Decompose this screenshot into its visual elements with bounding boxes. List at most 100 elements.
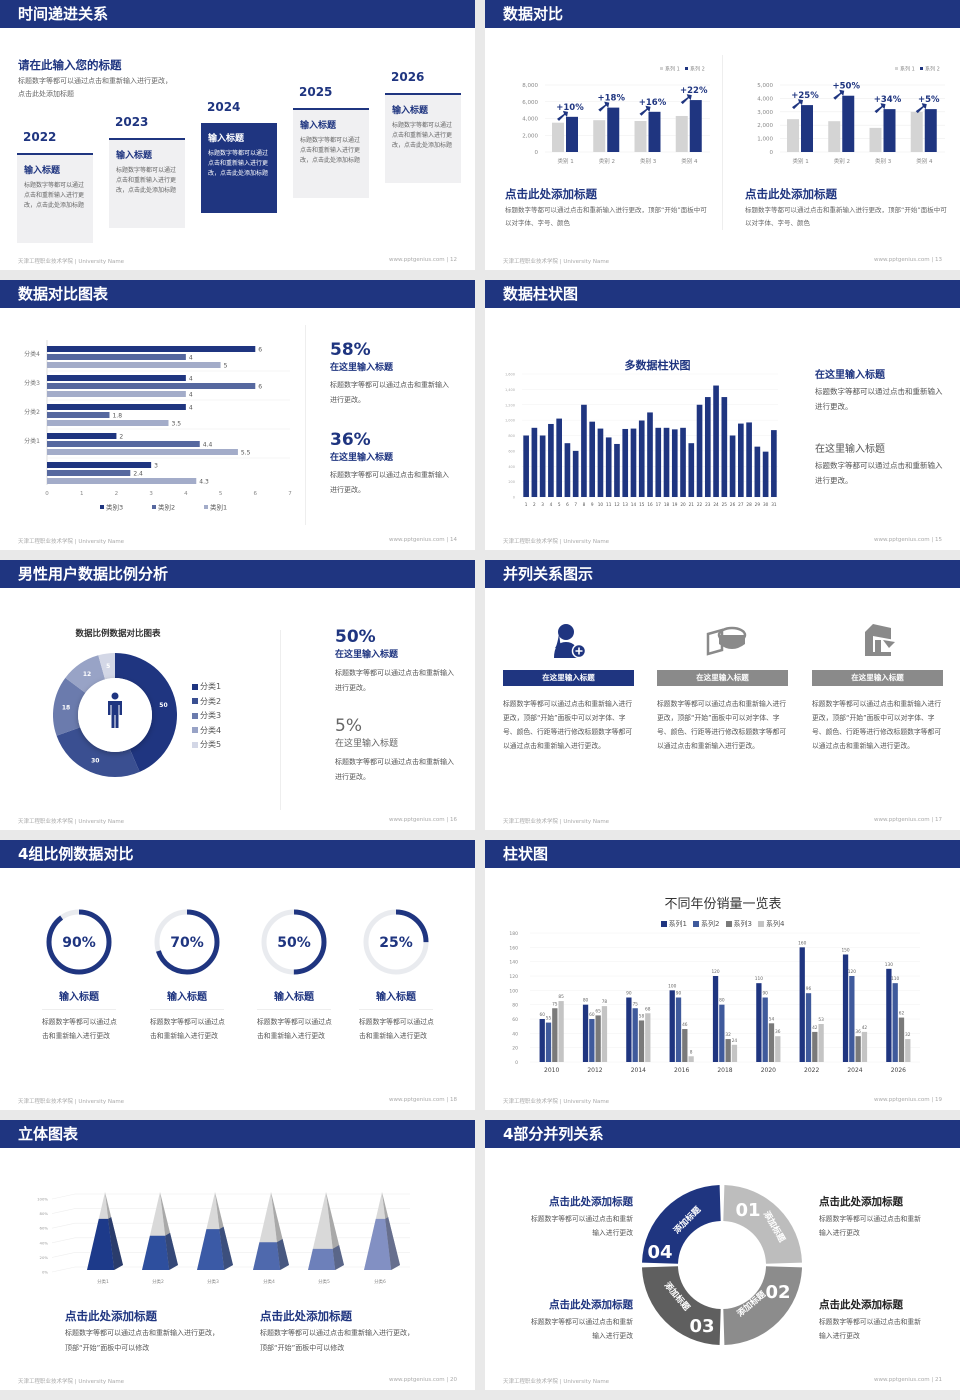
bar-chart-left: 0 2,000 4,000 6,000 8,000 +10% 类别 1 +18% 类别 2 +16…	[522, 66, 710, 165]
bar	[746, 422, 752, 497]
legend-swatch	[660, 921, 667, 927]
bar	[630, 428, 637, 497]
stat-title: 在这里输入标题	[335, 739, 399, 749]
legend-label: 分类1	[200, 682, 222, 691]
data-label: 2	[119, 434, 123, 441]
stat-title: 在这里输入标题	[330, 363, 394, 373]
category-label: 分类6	[374, 1278, 386, 1285]
bar	[47, 441, 200, 447]
data-label: 90	[676, 991, 682, 997]
x-tick-label: 4	[550, 502, 553, 507]
gridline	[51, 1208, 410, 1214]
growth-arrow-icon	[598, 101, 610, 112]
bar	[47, 375, 186, 381]
y-tick-label: 2,000	[522, 133, 538, 139]
legend-label: 系列 2	[925, 66, 940, 73]
page-number: | 15	[931, 537, 942, 543]
legend-swatch	[192, 741, 198, 748]
x-tick-label: 27	[738, 502, 744, 507]
segment-number: 02	[765, 1282, 790, 1303]
timeline-year: 2023	[115, 115, 149, 129]
x-tick-label: 15	[639, 502, 645, 507]
pyramid-shade	[276, 1239, 289, 1270]
footer-university: 天津工程职业技术学院 | University Name	[18, 819, 125, 825]
timeline-card-text: 标题数字等都可以通过点击和重新输入进行更改，点击此处添加标题	[392, 122, 453, 149]
legend-item: 系列4	[757, 920, 785, 928]
bar	[548, 423, 554, 497]
x-tick-label: 2	[115, 491, 119, 497]
bar	[582, 1004, 589, 1062]
ring-percent-label: 25%	[379, 935, 413, 951]
footer-site: www.pptgenius.com	[389, 817, 445, 823]
divider	[280, 630, 281, 810]
bar	[539, 1019, 545, 1062]
stat-text: 标题数字等都可以通过点击和重新输入进行更改。	[330, 381, 449, 404]
bar	[663, 427, 670, 497]
x-tick-label: 14	[631, 502, 637, 507]
legend-swatch	[725, 921, 732, 927]
legend-label: 系列4	[765, 920, 785, 928]
bar	[552, 1008, 558, 1062]
ring-title: 输入标题	[59, 992, 99, 1003]
x-tick-label: 24	[713, 502, 719, 507]
slide-parallel-relation: 并列关系图示 在这里输入标题 在这里输入标题 在这里输入标题 标题数字等都可以通…	[485, 560, 960, 830]
x-tick-label: 20	[680, 502, 686, 507]
legend-item: 分类4	[192, 725, 221, 736]
data-label: 160	[798, 940, 806, 946]
timeline-card-text: 标题数字等都可以通过点击和重新输入进行更改，点击此处添加标题	[116, 167, 177, 194]
legend-label: 分类5	[200, 740, 222, 749]
timeline-year: 2025	[299, 85, 333, 99]
bar	[861, 1031, 868, 1062]
pyramid-fill-side	[165, 1232, 178, 1270]
x-tick-label: 2018	[717, 1067, 732, 1074]
x-tick-label: 2020	[761, 1067, 776, 1074]
legend-label: 系列 1	[665, 66, 680, 73]
bar	[47, 449, 238, 455]
pyramid-fill-side	[276, 1239, 289, 1270]
bar	[638, 420, 645, 497]
data-label: 60	[539, 1012, 545, 1018]
slide-timeline: 时间递进关系 请在此输入您的标题 标题数字等都可以通过点击和重新输入进行更改，点…	[0, 0, 475, 270]
pyramid-fill	[87, 1218, 115, 1270]
x-tick-label: 5	[219, 491, 223, 497]
item-title: 在这里输入标题	[815, 370, 885, 381]
bar	[47, 478, 197, 484]
bar	[680, 427, 686, 497]
ring-percent-label: 50%	[277, 935, 311, 951]
bar	[552, 122, 564, 152]
x-tick-label: 1	[80, 491, 84, 497]
slide-title: 立体图表	[0, 1120, 475, 1148]
legend-swatch	[757, 921, 764, 927]
segment-number: 01	[735, 1200, 760, 1221]
bar	[696, 404, 703, 497]
bar	[589, 421, 596, 497]
timeline-card-title: 输入标题	[392, 106, 429, 116]
pyramid-fill-side	[332, 1245, 344, 1270]
page-number: | 18	[446, 1097, 457, 1103]
footer-university: 天津工程职业技术学院 | University Name	[503, 259, 610, 265]
ring-segment	[642, 1266, 721, 1345]
progress-rings: 90% 70% 50% 25%	[46, 909, 429, 975]
bar	[593, 120, 606, 152]
category-label: 分类4	[24, 350, 40, 358]
block-heading: 点击此处添加标题	[549, 1196, 633, 1208]
x-tick-label: 19	[672, 502, 678, 507]
column-label: 在这里输入标题	[657, 670, 788, 686]
slide-bar-chart: 柱状图 不同年份销量一览表 系列1 系列2 系列3 系列4 0 20 40 60 80 100 1…	[485, 840, 960, 1110]
legend-swatch	[152, 505, 156, 509]
x-tick-label: 21	[689, 502, 695, 507]
chart-title: 多数据柱状图	[624, 359, 691, 372]
item-text: 标题数字等都可以通过点击和重新输入进行更改。	[815, 387, 943, 411]
legend-swatch	[685, 67, 688, 70]
legend-label: 分类2	[200, 696, 222, 706]
slide-title: 4组比例数据对比	[0, 840, 475, 868]
legend-swatch	[192, 727, 198, 733]
bar	[47, 420, 169, 426]
data-label: 100	[668, 983, 676, 989]
y-tick-label: 60	[512, 1017, 518, 1023]
footer-university: 天津工程职业技术学院 | University Name	[18, 259, 125, 265]
gridline	[51, 1193, 410, 1200]
timeline-card: 输入标题 标题数字等都可以通过点击和重新输入进行更改，点击此处添加标题	[17, 153, 93, 243]
data-label: 32	[905, 1032, 911, 1038]
chart-title: 不同年份销量一览表	[664, 897, 782, 912]
